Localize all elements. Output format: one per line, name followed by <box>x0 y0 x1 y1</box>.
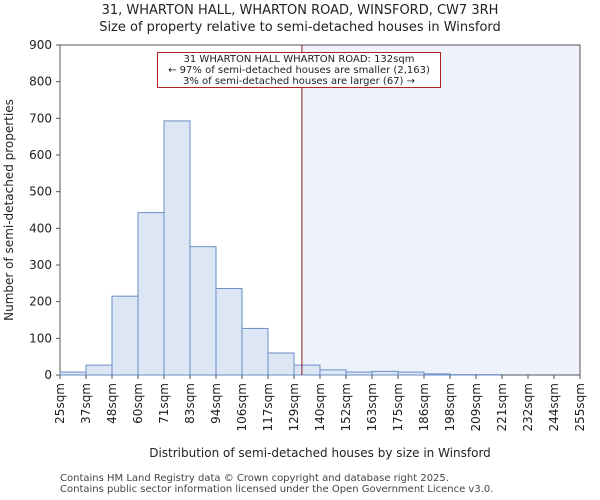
y-tick-label: 600 <box>29 148 52 162</box>
x-tick-label: 94sqm <box>209 383 223 424</box>
x-tick-label: 152sqm <box>339 383 353 431</box>
x-tick-label: 48sqm <box>105 383 119 424</box>
y-tick-label: 0 <box>44 368 52 382</box>
x-tick-label: 244sqm <box>547 383 561 431</box>
chart-subtitle: Size of property relative to semi-detach… <box>99 20 501 35</box>
y-tick-label: 500 <box>29 185 52 199</box>
x-tick-label: 37sqm <box>79 383 93 424</box>
histogram-bar <box>111 295 139 376</box>
x-tick-label: 25sqm <box>53 383 67 424</box>
histogram-bar <box>163 120 191 376</box>
histogram-bar <box>215 287 243 376</box>
x-tick-label: 209sqm <box>469 383 483 431</box>
x-tick-label: 83sqm <box>183 383 197 424</box>
y-axis-label: Number of semi-detached properties <box>2 99 16 321</box>
chart-title: 31, WHARTON HALL, WHARTON ROAD, WINSFORD… <box>0 2 600 36</box>
x-tick-label: 117sqm <box>261 383 275 431</box>
histogram-bar <box>85 364 113 376</box>
histogram-bar <box>189 246 217 376</box>
x-tick-label: 140sqm <box>313 383 327 431</box>
x-tick-label: 71sqm <box>157 383 171 424</box>
histogram-bar <box>397 371 425 376</box>
y-tick-label: 100 <box>29 331 52 345</box>
y-tick-label: 800 <box>29 75 52 89</box>
histogram-bar <box>345 371 373 376</box>
annotation-line-3: 3% of semi-detached houses are larger (6… <box>182 76 416 87</box>
y-tick-label: 900 <box>29 38 52 52</box>
x-tick-label: 198sqm <box>443 383 457 431</box>
histogram-bar <box>137 212 165 376</box>
histogram-bar <box>267 352 295 376</box>
x-axis-label: Distribution of semi-detached houses by … <box>149 446 491 460</box>
histogram-bar <box>241 327 269 376</box>
chart-title-line: 31, WHARTON HALL, WHARTON ROAD, WINSFORD… <box>101 3 499 18</box>
histogram-bar <box>59 371 87 376</box>
footer: Contains HM Land Registry data © Crown c… <box>60 473 493 495</box>
histogram-bar <box>293 364 321 376</box>
y-tick-label: 300 <box>29 258 52 272</box>
annotation-line-2: ← 97% of semi-detached houses are smalle… <box>168 65 430 76</box>
footer-line-2: Contains public sector information licen… <box>60 484 494 495</box>
x-tick-label: 186sqm <box>417 383 431 431</box>
x-tick-label: 60sqm <box>131 383 145 424</box>
y-tick-label: 200 <box>29 295 52 309</box>
y-tick-label: 700 <box>29 111 52 125</box>
x-tick-label: 106sqm <box>235 383 249 431</box>
x-tick-label: 221sqm <box>495 383 509 431</box>
histogram-bar <box>319 369 347 376</box>
annotation-line-1: 31 WHARTON HALL WHARTON ROAD: 132sqm <box>183 54 415 65</box>
property-annotation-box: 31 WHARTON HALL WHARTON ROAD: 132sqm ← 9… <box>157 52 441 88</box>
x-tick-label: 232sqm <box>521 383 535 431</box>
x-tick-label: 175sqm <box>391 383 405 431</box>
x-tick-label: 163sqm <box>365 383 379 431</box>
footer-line-1: Contains HM Land Registry data © Crown c… <box>60 473 449 484</box>
x-tick-label: 129sqm <box>287 383 301 431</box>
x-tick-label: 255sqm <box>573 383 587 431</box>
y-tick-label: 400 <box>29 221 52 235</box>
histogram-bar <box>371 370 399 376</box>
larger-region-shading <box>301 45 580 375</box>
histogram-bar <box>423 373 451 376</box>
